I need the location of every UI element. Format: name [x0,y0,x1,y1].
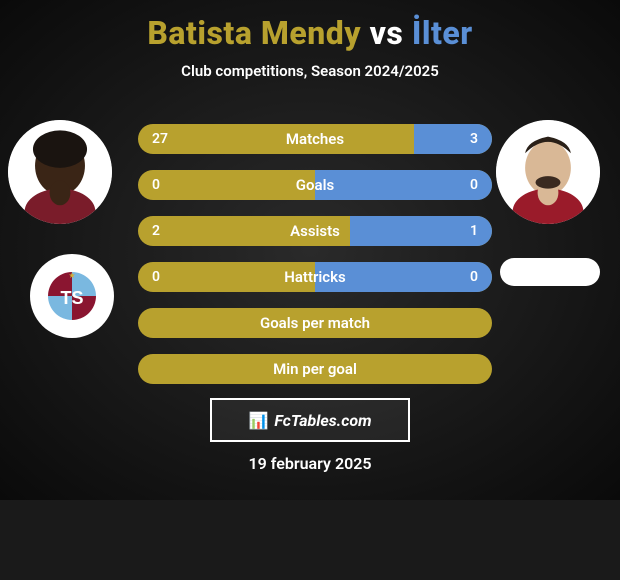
player2-avatar-svg [496,120,600,224]
stat-row: Goals per match [138,308,492,338]
svg-text:★: ★ [68,271,75,280]
stat-label: Goals [138,170,492,200]
trabzonspor-crest-icon: TS ★ [42,266,102,326]
player2-club-badge [500,258,600,286]
vs-text: vs [370,14,404,52]
stat-label: Goals per match [138,308,492,338]
stat-right-value: 0 [470,170,478,200]
stat-row: Hattricks0 0 [138,262,492,292]
stat-row: Min per goal [138,354,492,384]
subtitle: Club competitions, Season 2024/2025 [0,62,620,80]
stat-left-value: 0 [152,262,160,292]
headline: Batista Mendy vs İlter [0,14,620,52]
stat-right-value: 0 [470,262,478,292]
player1-club-badge: TS ★ [30,254,114,338]
svg-text:TS: TS [60,288,83,308]
watermark-text: FcTables.com [274,411,371,430]
stat-row: Matches27 3 [138,124,492,154]
stat-label: Matches [138,124,492,154]
stat-right-value: 3 [470,124,478,154]
player1-avatar [8,120,112,224]
player1-avatar-svg [8,120,112,224]
stat-label: Min per goal [138,354,492,384]
stat-bars: Matches273Goals00Assists21Hattricks00Goa… [138,124,492,400]
chart-icon: 📊 [248,411,268,430]
watermark: 📊 FcTables.com [210,398,410,442]
stat-row: Goals0 0 [138,170,492,200]
player2-avatar [496,120,600,224]
player2-name: İlter [412,14,473,52]
comparison-card: Batista Mendy vs İlter Club competitions… [0,0,620,500]
stat-label: Hattricks [138,262,492,292]
stat-right-value: 1 [470,216,478,246]
player1-name: Batista Mendy [147,14,361,52]
stat-left-value: 27 [152,124,168,154]
stat-label: Assists [138,216,492,246]
stat-left-value: 0 [152,170,160,200]
stat-left-value: 2 [152,216,160,246]
generated-date: 19 february 2025 [0,454,620,473]
stat-row: Assists2 1 [138,216,492,246]
